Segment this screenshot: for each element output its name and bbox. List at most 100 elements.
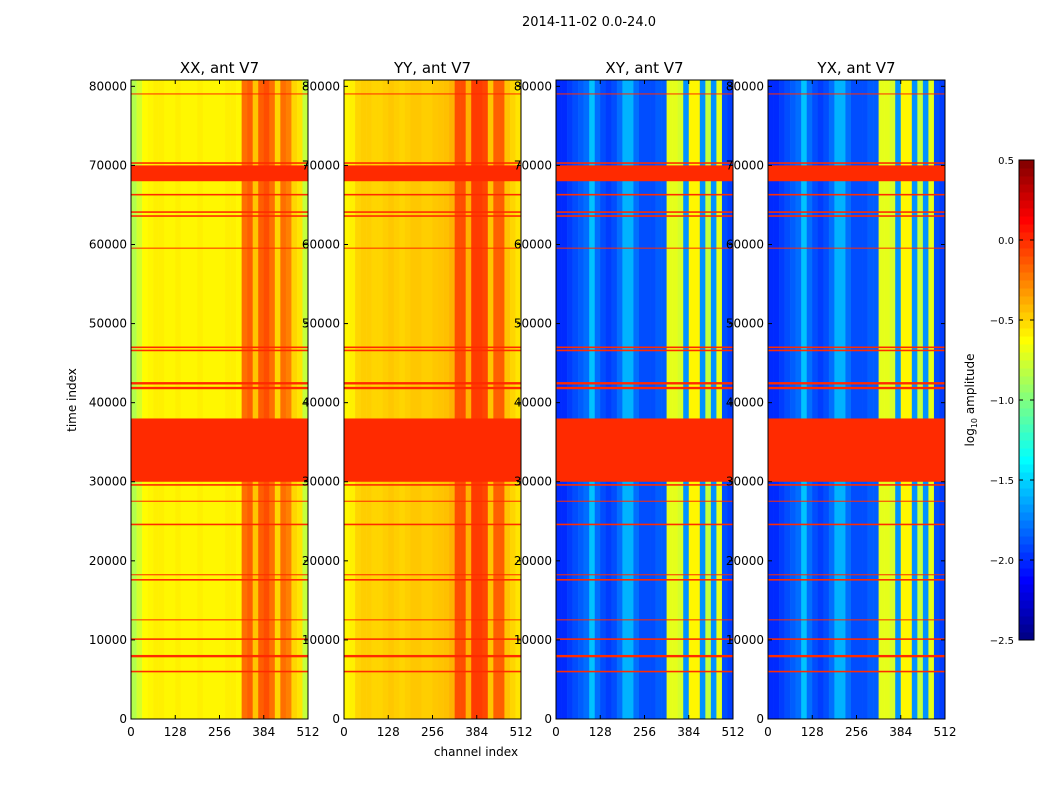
flagged-row — [344, 349, 521, 352]
colorbar-segment — [1019, 168, 1034, 177]
x-tick-label: 256 — [421, 725, 444, 739]
heatmap-column — [666, 80, 673, 719]
y-tick-label: 80000 — [302, 79, 340, 93]
flagged-row — [344, 346, 521, 349]
y-tick-label: 10000 — [302, 633, 340, 647]
heatmap-column — [922, 80, 929, 719]
colorbar-segment — [1019, 528, 1034, 537]
flagged-row — [131, 215, 308, 217]
heatmap-column — [773, 80, 780, 719]
heatmap-column — [699, 80, 706, 719]
heatmap-column — [823, 80, 830, 719]
heatmap-column — [839, 80, 846, 719]
colorbar-segment — [1019, 512, 1034, 521]
y-tick-label: 80000 — [89, 79, 127, 93]
heatmap-column — [850, 80, 857, 719]
x-tick-label: 256 — [845, 725, 868, 739]
y-tick-label: 40000 — [302, 396, 340, 410]
flagged-row — [131, 165, 308, 182]
flagged-row — [556, 579, 733, 581]
x-tick-label: 384 — [465, 725, 488, 739]
colorbar-segment — [1019, 288, 1034, 297]
heatmap-column — [677, 80, 684, 719]
colorbar-segment — [1019, 360, 1034, 369]
heatmap-column — [202, 80, 209, 719]
y-tick-label: 20000 — [89, 554, 127, 568]
heatmap-column — [465, 80, 472, 719]
heatmap-column — [460, 80, 466, 719]
colorbar-label: log10 amplitude — [963, 354, 979, 447]
y-tick-label: 0 — [756, 712, 764, 726]
y-tick-label: 10000 — [89, 633, 127, 647]
heatmap-column — [449, 80, 455, 719]
flagged-row — [556, 619, 733, 621]
y-tick-label: 40000 — [514, 396, 552, 410]
x-tick-label: 512 — [510, 725, 533, 739]
flagged-row — [768, 382, 945, 385]
flagged-row — [768, 93, 945, 95]
heatmap-column — [344, 80, 350, 719]
flagged-row — [768, 193, 945, 196]
y-tick-label: 60000 — [89, 237, 127, 251]
heatmap-column — [175, 80, 182, 719]
panel-title: YX, ant V7 — [816, 59, 895, 77]
y-tick-label: 10000 — [514, 633, 552, 647]
heatmap-column — [795, 80, 802, 719]
flagged-row — [556, 211, 733, 213]
heatmap-column — [393, 80, 400, 719]
colorbar-segment — [1019, 248, 1034, 257]
heatmap-column — [454, 80, 461, 719]
panel-0: XX, ant V7 0 128 256 384 512 0 10000 20000 30000 4… — [89, 59, 320, 739]
flagged-row — [344, 215, 521, 217]
heatmap-column — [388, 80, 395, 719]
x-tick-label: 384 — [252, 725, 275, 739]
flagged-row — [556, 165, 733, 182]
x-tick-label: 384 — [677, 725, 700, 739]
heatmap-column — [727, 80, 734, 719]
heatmap-column — [688, 80, 695, 719]
heatmap-column — [801, 80, 808, 719]
heatmap-column — [716, 80, 723, 719]
heatmap-column — [285, 80, 292, 719]
heatmap-column — [873, 80, 879, 719]
flagged-row — [344, 619, 521, 621]
panel-2: XY, ant V7 0 128 256 384 512 0 10000 20000 30000 4… — [514, 59, 745, 739]
flagged-row — [556, 162, 733, 164]
y-tick-label: 30000 — [726, 475, 764, 489]
colorbar-segment — [1019, 192, 1034, 201]
heatmap-column — [377, 80, 384, 719]
flagged-row — [768, 386, 945, 390]
y-tick-label: 10000 — [726, 633, 764, 647]
heatmap-column — [672, 80, 678, 719]
flagged-row — [344, 162, 521, 164]
heatmap-column — [382, 80, 389, 719]
colorbar-segment — [1019, 232, 1034, 241]
heatmap-column — [768, 80, 774, 719]
y-tick-label: 20000 — [514, 554, 552, 568]
heatmap-column — [627, 80, 634, 719]
flagged-row — [131, 382, 308, 385]
colorbar-segment — [1019, 216, 1034, 225]
heatmap-column — [638, 80, 645, 719]
flagged-row — [131, 193, 308, 196]
heatmap-column — [164, 80, 171, 719]
flagged-row — [556, 523, 733, 526]
colorbar-segment — [1019, 296, 1034, 305]
heatmap-column — [158, 80, 165, 719]
heatmap-column — [291, 80, 298, 719]
colorbar-tick-label: 0.0 — [998, 236, 1014, 247]
heatmap-column — [594, 80, 601, 719]
flagged-row — [344, 165, 521, 182]
flagged-row — [556, 215, 733, 217]
heatmap-column — [917, 80, 924, 719]
heatmap-column — [236, 80, 242, 719]
colorbar-segment — [1019, 392, 1034, 401]
flagged-row — [556, 349, 733, 352]
heatmap-column — [845, 80, 852, 719]
flagged-row — [556, 418, 733, 482]
heatmap-column — [432, 80, 439, 719]
panel-3: YX, ant V7 0 128 256 384 512 0 10000 20000 30000 4… — [726, 59, 957, 739]
flagged-row — [344, 484, 521, 486]
y-tick-label: 0 — [119, 712, 127, 726]
